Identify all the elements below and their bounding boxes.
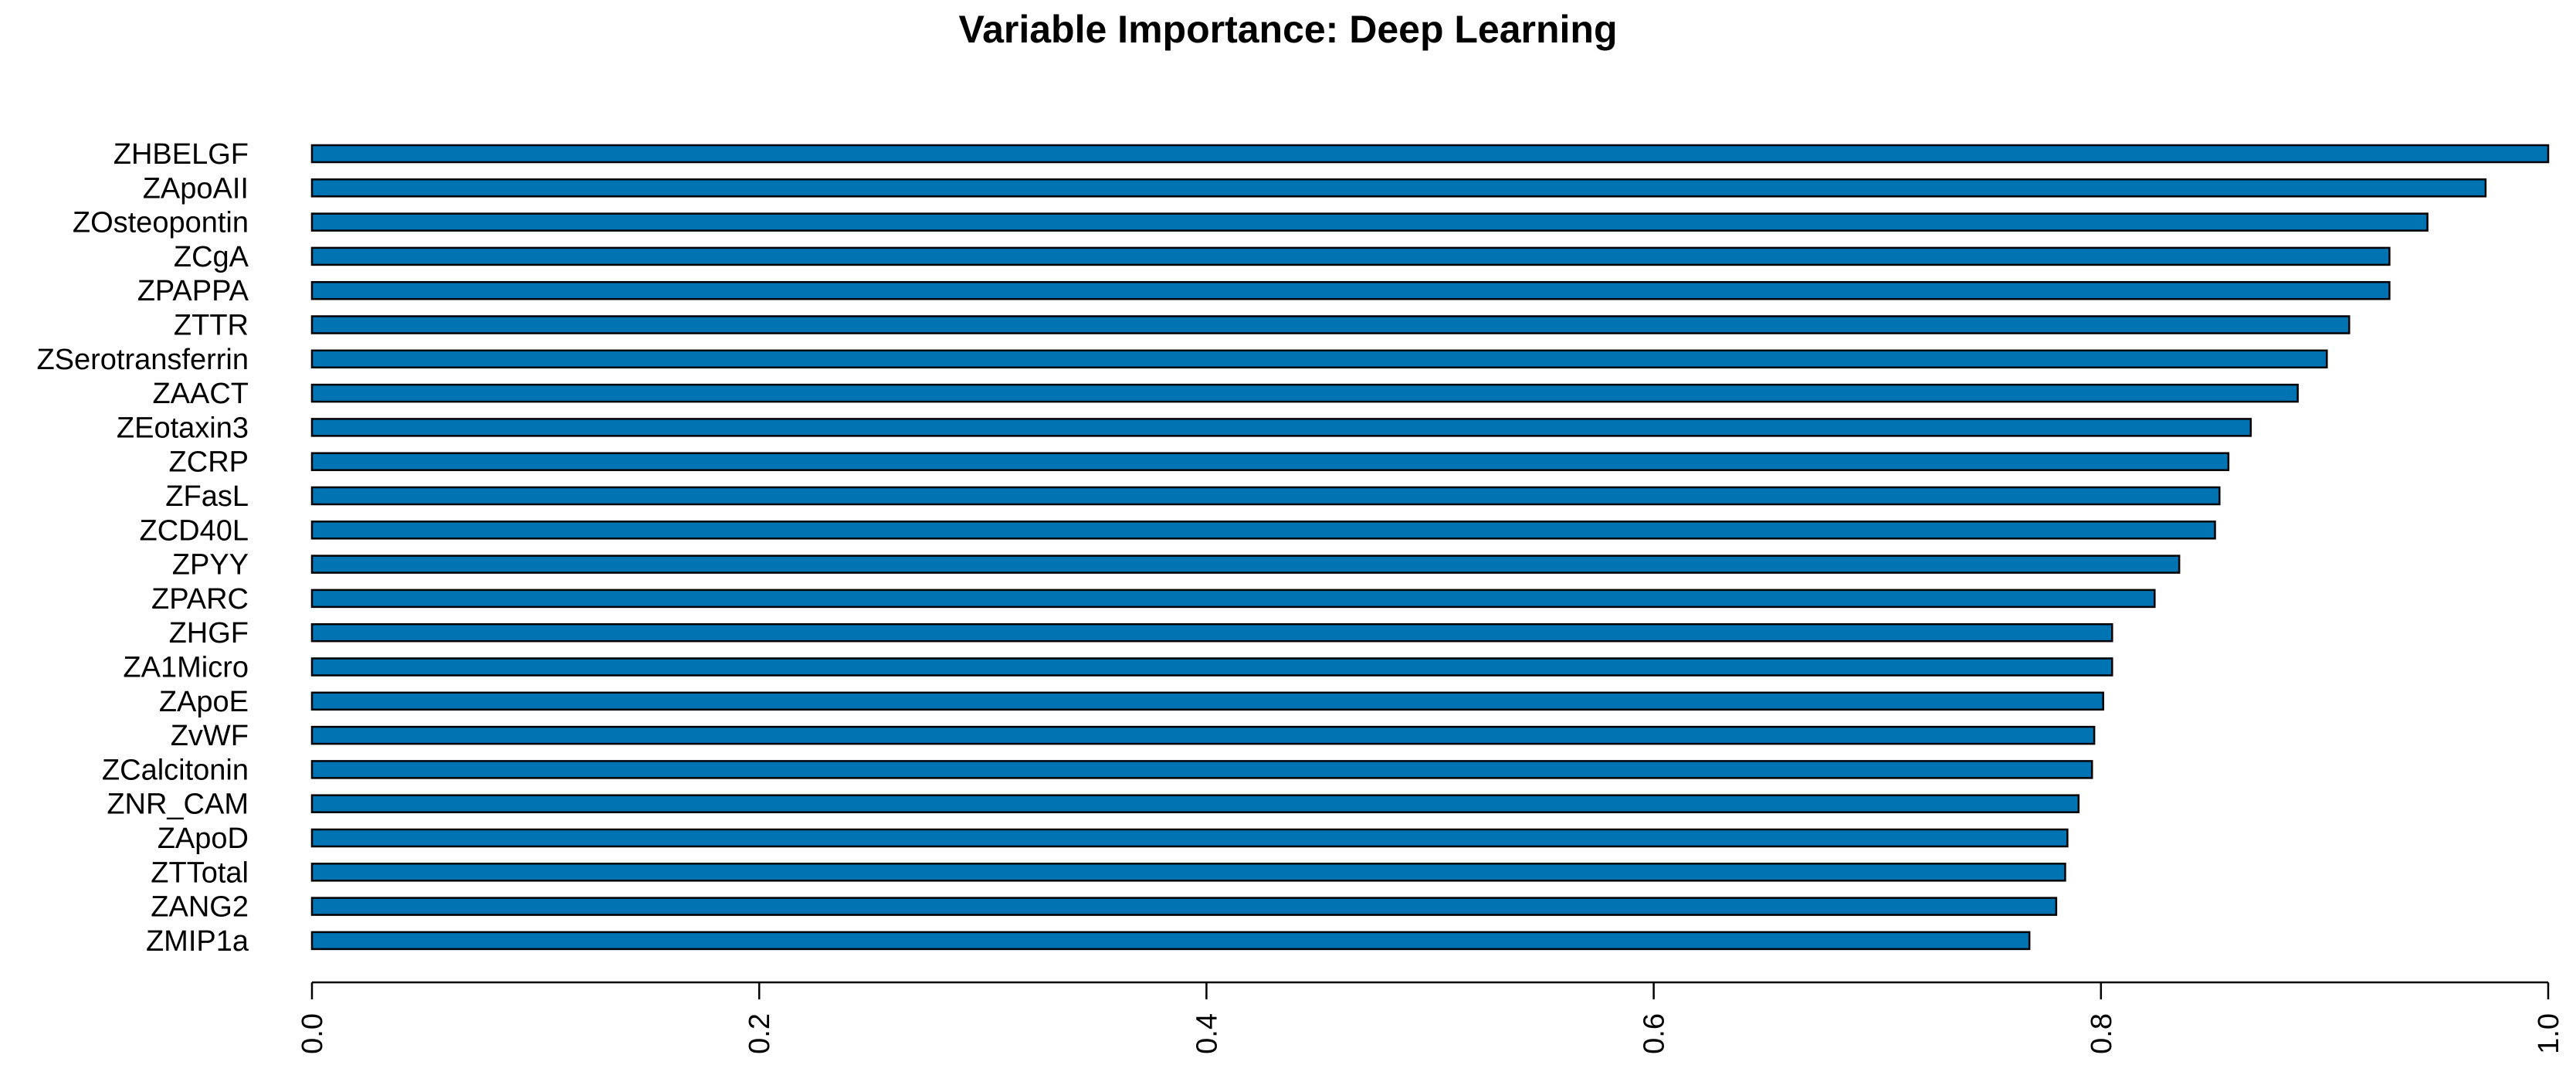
- bar: [310, 863, 2066, 882]
- bar: [310, 418, 2252, 437]
- bar: [310, 280, 2391, 300]
- category-label: ZA1Micro: [123, 652, 249, 684]
- bar: [310, 246, 2391, 266]
- category-label: ZPYY: [172, 549, 249, 582]
- bar: [310, 691, 2104, 711]
- category-label: ZvWF: [171, 720, 249, 752]
- bar: [310, 657, 2113, 677]
- category-labels: ZHBELGFZApoAIIZOsteopontinZCgAZPAPPAZTTR…: [36, 138, 249, 958]
- x-axis: 0.0 0.2 0.4 0.6 0.8 1.0: [297, 981, 2565, 1054]
- category-label: ZSerotransferrin: [36, 344, 249, 376]
- category-label: ZMIP1a: [146, 925, 249, 958]
- bar: [310, 828, 2069, 848]
- category-label: ZApoAII: [143, 172, 249, 205]
- bar: [310, 349, 2328, 369]
- category-label: ZANG2: [151, 891, 249, 924]
- x-tick-label: 0.2: [744, 1013, 776, 1054]
- x-tick-label: 0.4: [1191, 1013, 1223, 1054]
- bars-layer: [310, 144, 2550, 951]
- category-label: ZFasL: [165, 480, 249, 513]
- x-tick-label: 0.6: [1639, 1013, 1671, 1054]
- category-label: ZNR_CAM: [107, 789, 249, 821]
- category-label: ZCalcitonin: [102, 754, 249, 786]
- category-label: ZPARC: [151, 583, 249, 616]
- x-tick-label: 1.0: [2533, 1013, 2565, 1054]
- bar: [310, 725, 2096, 745]
- bar: [310, 622, 2113, 643]
- category-label: ZCRP: [169, 446, 249, 479]
- category-label: ZHBELGF: [114, 138, 249, 171]
- bar: [310, 760, 2093, 779]
- bar: [310, 521, 2216, 540]
- category-label: ZPAPPA: [137, 275, 249, 307]
- bar: [310, 315, 2351, 334]
- bar: [310, 144, 2550, 164]
- bar: [310, 178, 2487, 198]
- category-label: ZCD40L: [140, 514, 249, 547]
- category-label: ZCgA: [174, 241, 249, 273]
- category-label: ZEotaxin3: [117, 412, 249, 444]
- bar: [310, 794, 2080, 813]
- category-label: ZHGF: [169, 617, 249, 650]
- category-label: ZTTotal: [151, 856, 249, 889]
- category-label: ZAACT: [152, 378, 249, 410]
- category-label: ZTTR: [174, 310, 249, 342]
- bar: [310, 588, 2156, 609]
- x-tick-label: 0.8: [2086, 1013, 2118, 1054]
- bar: [310, 931, 2031, 951]
- category-label: ZApoE: [159, 686, 249, 718]
- bar: [310, 212, 2429, 232]
- bar: [310, 555, 2181, 574]
- category-label: ZOsteopontin: [73, 207, 249, 239]
- chart-title: Variable Importance: Deep Learning: [958, 8, 1617, 51]
- bar: [310, 383, 2299, 403]
- x-tick-label: 0.0: [297, 1013, 329, 1054]
- category-label: ZApoD: [158, 823, 249, 855]
- bar: [310, 452, 2230, 471]
- bar: [310, 486, 2221, 506]
- bar: [310, 897, 2058, 916]
